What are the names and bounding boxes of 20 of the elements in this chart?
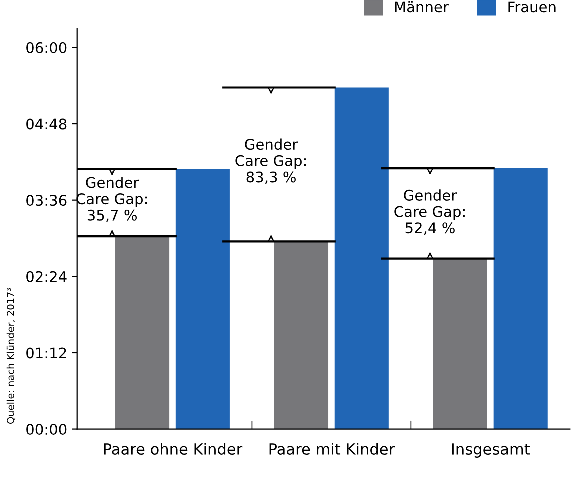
bar: [433, 258, 488, 430]
annotation: Gender Care Gap: 83,3 %: [236, 138, 306, 184]
bar: [274, 242, 329, 430]
source-note: Quelle: nach Klünder, 2017³: [6, 288, 16, 424]
x-tick-label: Paare mit Kinder: [270, 443, 396, 456]
bar: [176, 169, 230, 430]
bar: [116, 236, 170, 430]
bar: [334, 88, 389, 430]
x-tick-label: Paare ohne Kinder: [104, 443, 243, 456]
y-tick-label: 00:00: [26, 424, 67, 436]
y-tick-label: 02:24: [26, 271, 67, 282]
y-tick-label: 03:36: [26, 195, 67, 206]
legend-label: Frauen: [508, 2, 556, 13]
bar: [494, 168, 548, 430]
annotation: Gender Care Gap: 52,4 %: [394, 190, 465, 236]
legend-label: Männer: [395, 1, 449, 13]
y-tick-label: 06:00: [26, 42, 67, 54]
y-tick-label: 04:48: [26, 118, 67, 130]
y-tick-label: 01:12: [26, 348, 66, 359]
x-tick-label: Insgesamt: [452, 444, 530, 458]
